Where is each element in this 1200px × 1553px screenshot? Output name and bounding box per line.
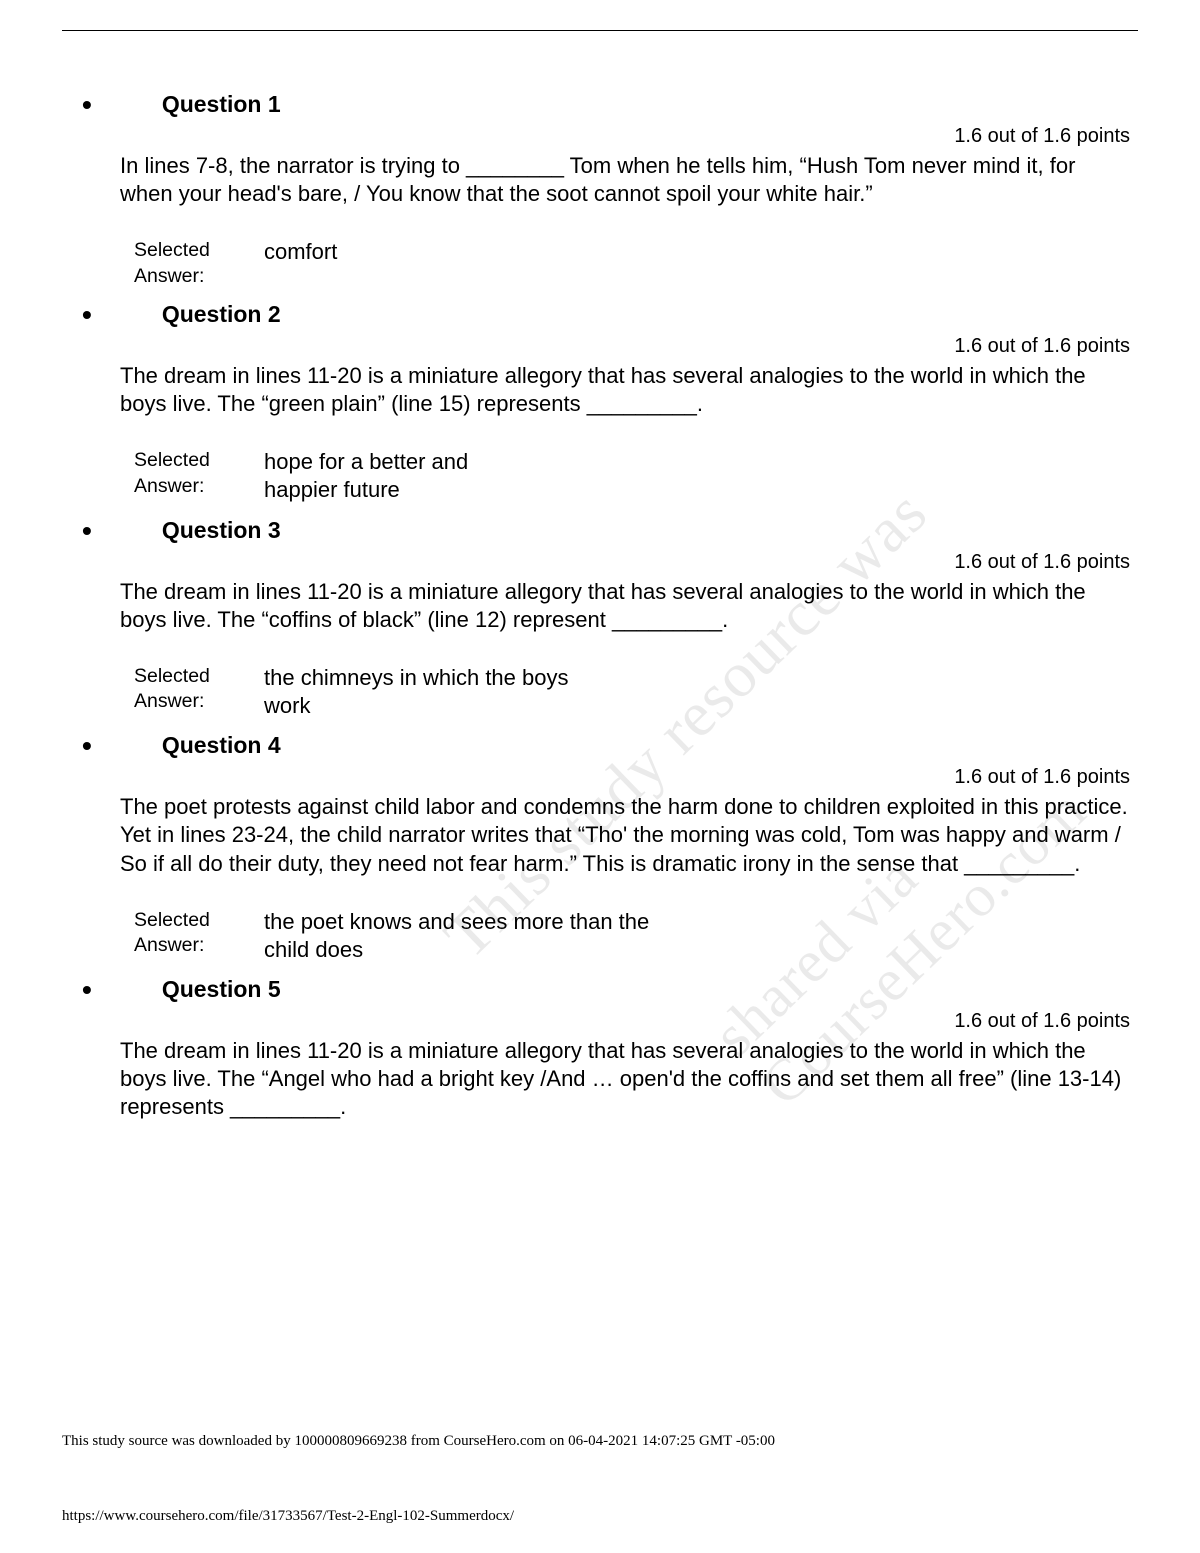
answer-value: the poet knows and sees more than the ch… [264,908,684,964]
answer-row: Selected Answer: hope for a better and h… [134,448,1138,504]
bullet-icon: • [82,301,92,329]
footer-url-text: https://www.coursehero.com/file/31733567… [62,1508,514,1525]
answer-value: comfort [264,238,337,289]
question-number: Question 2 [162,301,281,328]
question-block: • Question 5 1.6 out of 1.6 points The d… [62,976,1138,1121]
bullet-icon: • [82,517,92,545]
question-number: Question 3 [162,517,281,544]
question-text: The dream in lines 11-20 is a miniature … [120,578,1130,634]
question-header: • Question 2 [62,301,1138,329]
answer-row: Selected Answer: the chimneys in which t… [134,664,1138,720]
footer-download-text: This study source was downloaded by 1000… [62,1433,775,1450]
question-header: • Question 3 [62,517,1138,545]
page-content: • Question 1 1.6 out of 1.6 points In li… [0,0,1200,1122]
question-header: • Question 4 [62,732,1138,760]
question-points: 1.6 out of 1.6 points [62,766,1130,789]
question-header: • Question 5 [62,976,1138,1004]
question-number: Question 4 [162,732,281,759]
question-points: 1.6 out of 1.6 points [62,125,1130,148]
answer-row: Selected Answer: comfort [134,238,1138,289]
question-number: Question 5 [162,976,281,1003]
answer-label: Selected Answer: [134,664,264,720]
answer-label: Selected Answer: [134,908,264,964]
question-number: Question 1 [162,91,281,118]
question-text: The dream in lines 11-20 is a miniature … [120,362,1130,418]
answer-value: hope for a better and happier future [264,448,524,504]
question-points: 1.6 out of 1.6 points [62,1010,1130,1033]
question-points: 1.6 out of 1.6 points [62,335,1130,358]
bullet-icon: • [82,976,92,1004]
answer-label: Selected Answer: [134,448,264,504]
top-divider [62,30,1138,31]
question-block: • Question 1 1.6 out of 1.6 points In li… [62,91,1138,289]
question-block: • Question 4 1.6 out of 1.6 points The p… [62,732,1138,964]
answer-label: Selected Answer: [134,238,264,289]
question-text: The dream in lines 11-20 is a miniature … [120,1037,1130,1121]
question-header: • Question 1 [62,91,1138,119]
answer-row: Selected Answer: the poet knows and sees… [134,908,1138,964]
question-block: • Question 3 1.6 out of 1.6 points The d… [62,517,1138,721]
question-text: In lines 7-8, the narrator is trying to … [120,152,1130,208]
bullet-icon: • [82,732,92,760]
bullet-icon: • [82,91,92,119]
answer-value: the chimneys in which the boys work [264,664,584,720]
question-text: The poet protests against child labor an… [120,793,1130,877]
question-block: • Question 2 1.6 out of 1.6 points The d… [62,301,1138,505]
question-points: 1.6 out of 1.6 points [62,551,1130,574]
